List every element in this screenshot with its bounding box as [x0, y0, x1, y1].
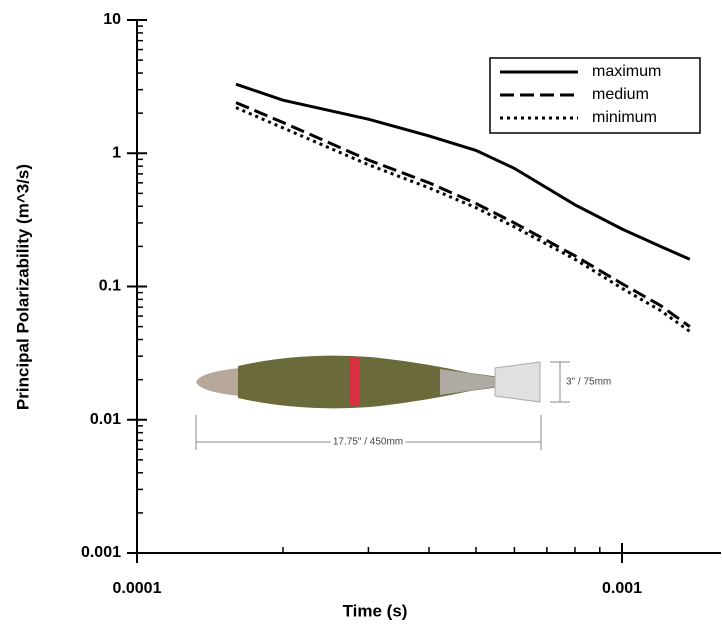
- legend-label: maximum: [592, 63, 661, 80]
- legend-label: minimum: [592, 109, 657, 126]
- y-tick-label: 0.1: [99, 278, 121, 295]
- annotation: 3" / 75mm: [566, 377, 611, 388]
- annotation: 17.75" / 450mm: [333, 437, 403, 448]
- mortar-body: [238, 355, 500, 409]
- x-axis-title: Time (s): [343, 601, 408, 620]
- legend-label: medium: [592, 86, 649, 103]
- series-line: [235, 101, 691, 328]
- y-axis-title: Principal Polarizability (m^3/s): [13, 164, 32, 410]
- y-tick-label: 10: [103, 11, 121, 28]
- y-tick-label: 0.001: [81, 544, 121, 561]
- series-line: [235, 82, 691, 261]
- mortar-band: [350, 358, 360, 406]
- y-tick-label: 1: [112, 144, 121, 161]
- x-tick-label: 0.0001: [113, 580, 162, 597]
- series-line: [235, 106, 691, 333]
- y-tick-label: 0.01: [90, 411, 121, 428]
- mortar-fins: [494, 361, 541, 403]
- mortar-nose: [196, 366, 250, 398]
- mortar-illustration: 3" / 75mm 17.75" / 450mm: [195, 355, 611, 451]
- mortar-tail: [440, 369, 495, 395]
- x-tick-label: 0.001: [602, 580, 642, 597]
